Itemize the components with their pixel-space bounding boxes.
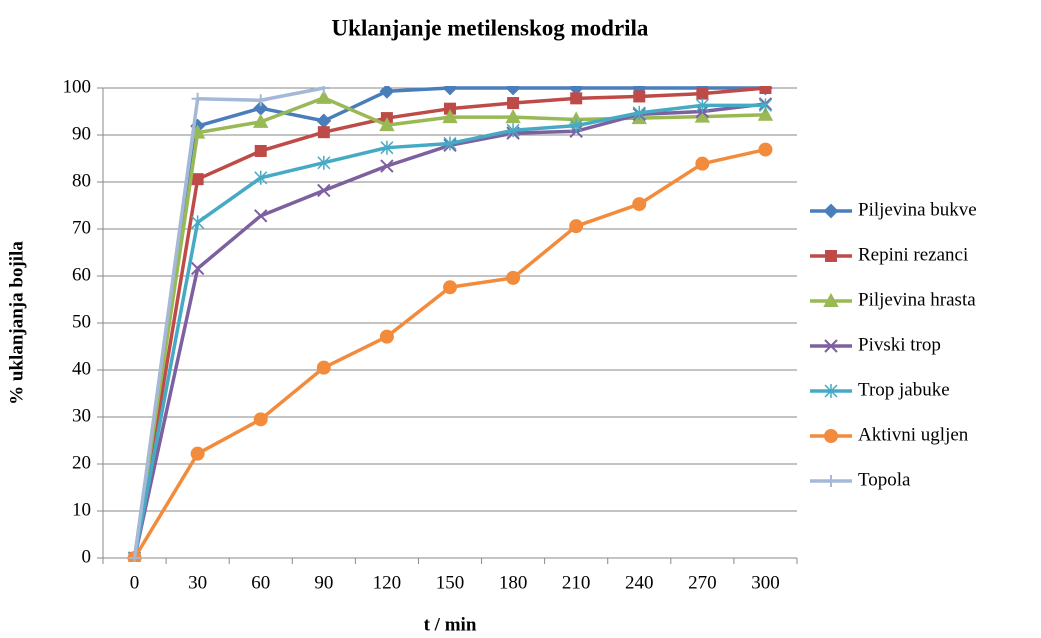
legend-label: Piljevina bukve	[858, 199, 977, 220]
marker	[254, 94, 267, 107]
marker	[128, 552, 141, 562]
x-tick-label: 240	[625, 572, 654, 593]
y-axis-label: % uklanjanja bojila	[6, 241, 27, 405]
marker	[632, 105, 646, 120]
marker	[380, 140, 394, 155]
marker	[507, 97, 520, 110]
marker	[823, 292, 839, 307]
y-tick-label: 20	[72, 452, 91, 473]
legend-label: Aktivni ugljen	[858, 424, 969, 445]
marker	[824, 339, 838, 353]
marker	[824, 384, 838, 398]
marker	[191, 92, 204, 105]
marker	[317, 155, 331, 170]
marker	[758, 98, 772, 113]
x-tick-label: 60	[251, 572, 270, 593]
legend: Piljevina bukve Repini rezanci Piljevina h…	[810, 199, 977, 490]
marker	[191, 215, 205, 230]
marker	[379, 329, 394, 344]
marker	[506, 123, 520, 138]
legend-label: Topola	[858, 469, 911, 490]
marker	[570, 92, 583, 105]
x-tick-label: 270	[688, 572, 717, 593]
marker	[254, 144, 267, 157]
legend-label: Repini rezanci	[858, 244, 968, 265]
y-tick-label: 30	[72, 405, 91, 426]
marker	[316, 360, 331, 375]
marker	[759, 86, 772, 94]
x-tick-label: 300	[751, 572, 780, 593]
marker	[442, 109, 458, 124]
y-tick-label: 50	[72, 311, 91, 332]
series-line	[133, 147, 766, 559]
x-tick-label: 210	[562, 572, 591, 593]
grid: 0 10 20 30 40 50 60 70 80 90 100 0 30 60 90 120 150 180 21…	[63, 76, 798, 593]
y-tick-label: 40	[72, 358, 91, 379]
marker	[825, 475, 837, 487]
x-tick-label: 120	[373, 572, 402, 593]
marker	[569, 219, 584, 234]
y-tick-label: 70	[72, 217, 91, 238]
marker	[379, 86, 395, 99]
marker	[191, 173, 204, 186]
y-tick-label: 0	[82, 546, 92, 567]
marker	[254, 170, 268, 185]
y-tick-label: 90	[72, 123, 91, 144]
marker	[506, 270, 521, 285]
marker	[824, 429, 838, 443]
marker	[695, 156, 710, 171]
marker	[190, 261, 205, 276]
marker	[253, 412, 268, 427]
x-tick-label: 30	[188, 572, 207, 593]
marker	[758, 142, 773, 157]
marker	[442, 86, 458, 96]
marker	[632, 197, 647, 212]
x-axis-label: t / min	[424, 614, 477, 635]
marker	[633, 90, 646, 103]
marker	[443, 136, 457, 151]
marker	[505, 86, 521, 96]
marker	[380, 159, 394, 173]
marker	[823, 203, 839, 219]
legend-label: Trop jabuke	[858, 379, 950, 400]
y-tick-label: 10	[72, 499, 91, 520]
marker	[316, 89, 332, 104]
y-tick-label: 80	[72, 170, 91, 191]
marker	[190, 446, 205, 461]
x-tick-label: 180	[499, 572, 528, 593]
marker	[569, 118, 583, 133]
legend-label: Piljevina hrasta	[858, 289, 976, 310]
x-tick-label: 0	[130, 572, 140, 593]
marker	[254, 209, 268, 223]
marker	[825, 250, 837, 262]
marker	[505, 109, 521, 124]
series-line	[132, 102, 766, 559]
x-tick-label: 150	[436, 572, 465, 593]
y-tick-label: 100	[63, 76, 92, 97]
series-line	[132, 103, 766, 559]
marker	[568, 86, 584, 96]
marker	[317, 86, 330, 94]
y-tick-label: 60	[72, 264, 91, 285]
marker	[317, 183, 331, 198]
marker	[696, 87, 709, 100]
series-line	[132, 86, 325, 559]
legend-label: Pivski trop	[858, 334, 941, 355]
marker	[379, 117, 395, 132]
chart-title: Uklanjanje metilenskog modrila	[332, 15, 649, 40]
marker	[316, 113, 332, 129]
plot-area	[127, 86, 774, 562]
marker	[695, 98, 709, 113]
marker	[757, 106, 774, 121]
marker	[317, 126, 330, 139]
x-tick-label: 90	[314, 572, 333, 593]
marker	[694, 108, 711, 123]
marker	[443, 280, 457, 295]
marker	[253, 113, 269, 128]
